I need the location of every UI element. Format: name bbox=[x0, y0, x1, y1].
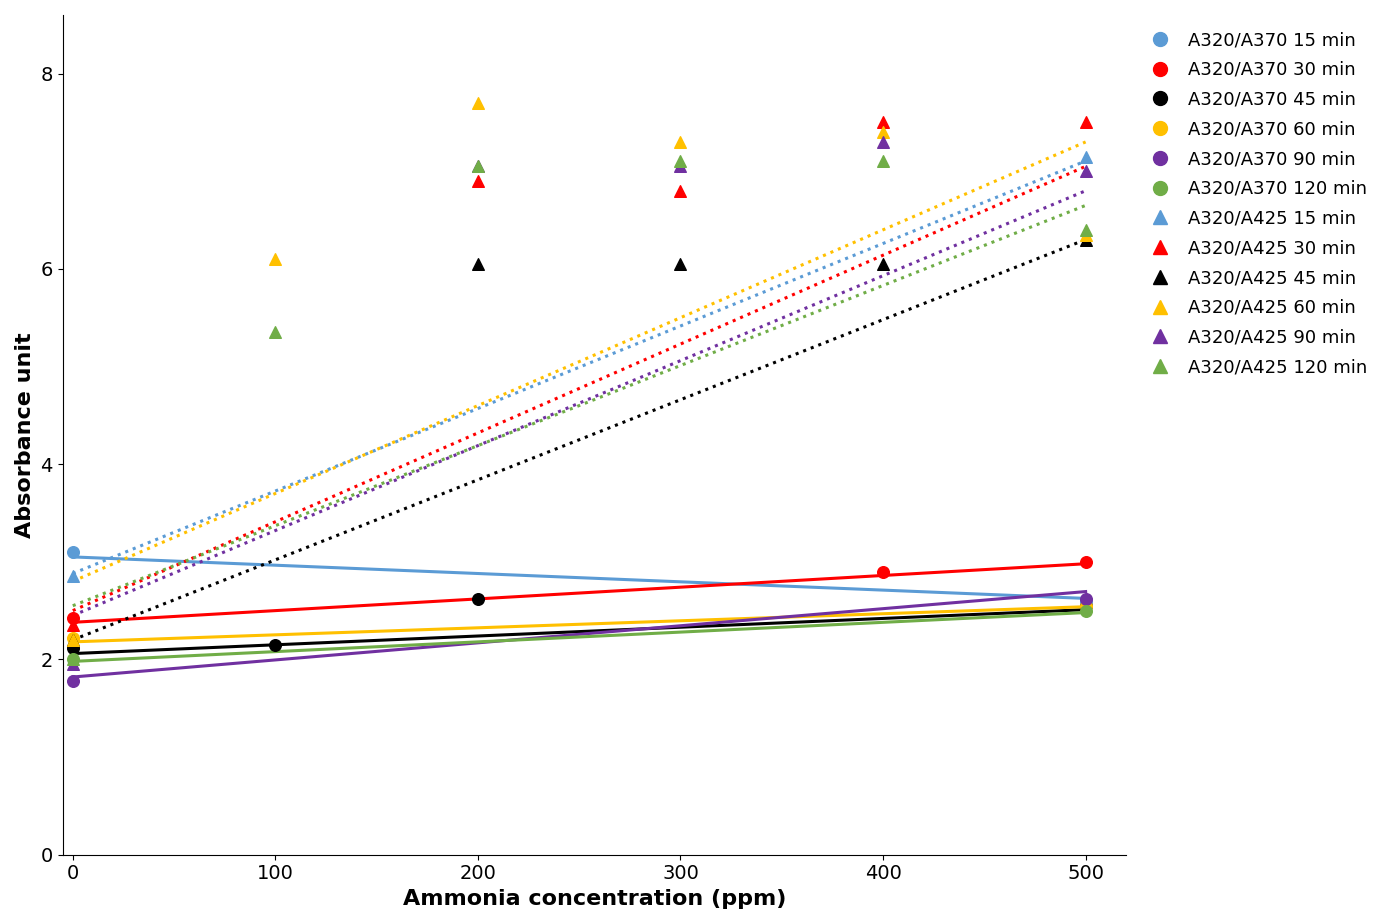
Point bbox=[61, 618, 83, 633]
Point bbox=[61, 674, 83, 688]
Point bbox=[1075, 227, 1097, 242]
Point bbox=[669, 135, 692, 150]
Point bbox=[669, 183, 692, 198]
Point bbox=[61, 633, 83, 648]
Point bbox=[872, 257, 895, 272]
Point bbox=[669, 154, 692, 169]
Point bbox=[872, 135, 895, 150]
Point bbox=[872, 115, 895, 129]
Point bbox=[1075, 599, 1097, 614]
Point bbox=[872, 125, 895, 140]
Point bbox=[467, 174, 489, 188]
Point bbox=[61, 657, 83, 672]
Point bbox=[61, 652, 83, 667]
Point bbox=[467, 95, 489, 110]
Legend: A320/A370 15 min, A320/A370 30 min, A320/A370 45 min, A320/A370 60 min, A320/A37: A320/A370 15 min, A320/A370 30 min, A320… bbox=[1135, 24, 1374, 383]
Point bbox=[872, 154, 895, 169]
Point bbox=[1075, 149, 1097, 164]
X-axis label: Ammonia concentration (ppm): Ammonia concentration (ppm) bbox=[403, 889, 786, 909]
Point bbox=[669, 159, 692, 174]
Point bbox=[669, 257, 692, 272]
Point bbox=[61, 544, 83, 559]
Point bbox=[1075, 593, 1097, 608]
Point bbox=[61, 611, 83, 626]
Point bbox=[1075, 223, 1097, 237]
Point bbox=[1075, 603, 1097, 618]
Point bbox=[467, 159, 489, 174]
Point bbox=[1075, 554, 1097, 569]
Point bbox=[872, 565, 895, 579]
Point bbox=[1075, 164, 1097, 178]
Point bbox=[264, 638, 286, 652]
Point bbox=[264, 251, 286, 266]
Point bbox=[1075, 232, 1097, 247]
Point bbox=[61, 630, 83, 645]
Point bbox=[467, 257, 489, 272]
Point bbox=[61, 652, 83, 667]
Point bbox=[467, 159, 489, 174]
Point bbox=[61, 569, 83, 584]
Point bbox=[264, 325, 286, 340]
Point bbox=[467, 591, 489, 606]
Point bbox=[1075, 115, 1097, 129]
Point bbox=[1075, 591, 1097, 606]
Y-axis label: Absorbance unit: Absorbance unit bbox=[15, 332, 35, 538]
Point bbox=[61, 633, 83, 648]
Point bbox=[61, 640, 83, 655]
Point bbox=[1075, 599, 1097, 614]
